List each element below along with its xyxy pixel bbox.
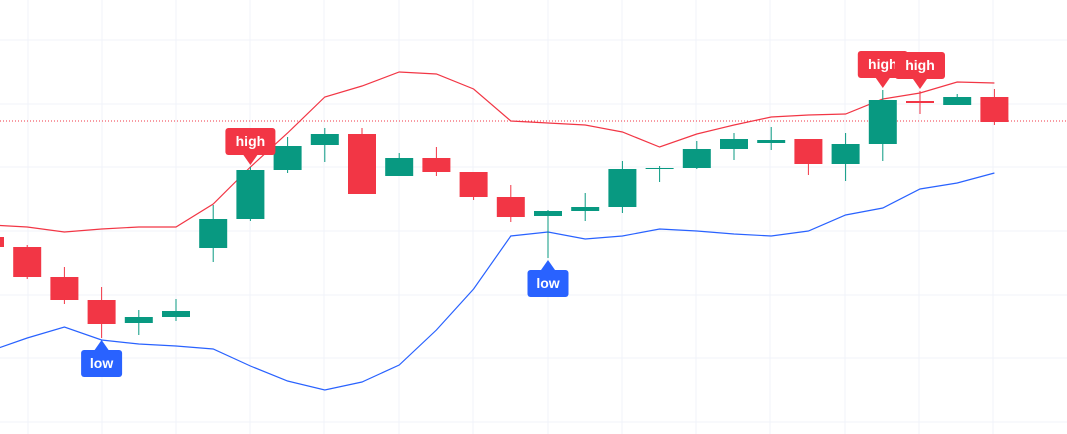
candle-body bbox=[831, 144, 860, 164]
candle-body bbox=[980, 97, 1009, 122]
candle-body bbox=[496, 197, 525, 217]
candle-body bbox=[124, 317, 153, 323]
candle-body bbox=[310, 134, 339, 145]
candle-body bbox=[906, 101, 934, 103]
marker-label: high bbox=[868, 56, 898, 72]
candle-body bbox=[794, 139, 823, 164]
candle-body bbox=[385, 158, 414, 176]
candle-body bbox=[645, 168, 674, 169]
candle-body bbox=[868, 100, 897, 144]
marker-tag: low bbox=[527, 260, 569, 297]
candle-body bbox=[162, 311, 190, 317]
marker-box bbox=[225, 128, 276, 155]
marker-box bbox=[895, 52, 945, 79]
marker-label: high bbox=[905, 57, 935, 73]
marker-box bbox=[527, 270, 569, 297]
candle-body bbox=[273, 146, 302, 170]
marker-box bbox=[81, 350, 123, 377]
marker-label: high bbox=[236, 133, 266, 149]
candle-body bbox=[0, 237, 4, 247]
marker-pointer bbox=[541, 260, 555, 270]
marker-pointer bbox=[875, 78, 890, 88]
candle-body bbox=[571, 207, 600, 211]
candle-body bbox=[459, 172, 488, 197]
marker-tag: high bbox=[225, 128, 276, 165]
candle-body bbox=[50, 277, 79, 300]
candle-body bbox=[943, 97, 972, 105]
candle-body bbox=[13, 247, 42, 277]
marker-tag: high bbox=[895, 52, 945, 89]
candle-body bbox=[87, 300, 116, 324]
candle-body bbox=[682, 149, 711, 168]
candle-body bbox=[534, 211, 562, 216]
candle-body bbox=[757, 140, 786, 143]
candle-body bbox=[422, 158, 451, 172]
marker-label: low bbox=[536, 275, 559, 291]
candle-body bbox=[236, 170, 265, 219]
marker-tag: low bbox=[81, 340, 123, 377]
band-line bbox=[0, 71, 995, 233]
marker-pointer bbox=[94, 340, 109, 350]
candle-body bbox=[720, 139, 748, 149]
candle-body bbox=[608, 169, 637, 207]
candle-body bbox=[199, 219, 228, 248]
marker-pointer bbox=[243, 155, 258, 165]
marker-pointer bbox=[913, 79, 927, 89]
marker-label: low bbox=[90, 355, 113, 371]
candle-body bbox=[348, 134, 376, 194]
band-line bbox=[0, 172, 995, 391]
